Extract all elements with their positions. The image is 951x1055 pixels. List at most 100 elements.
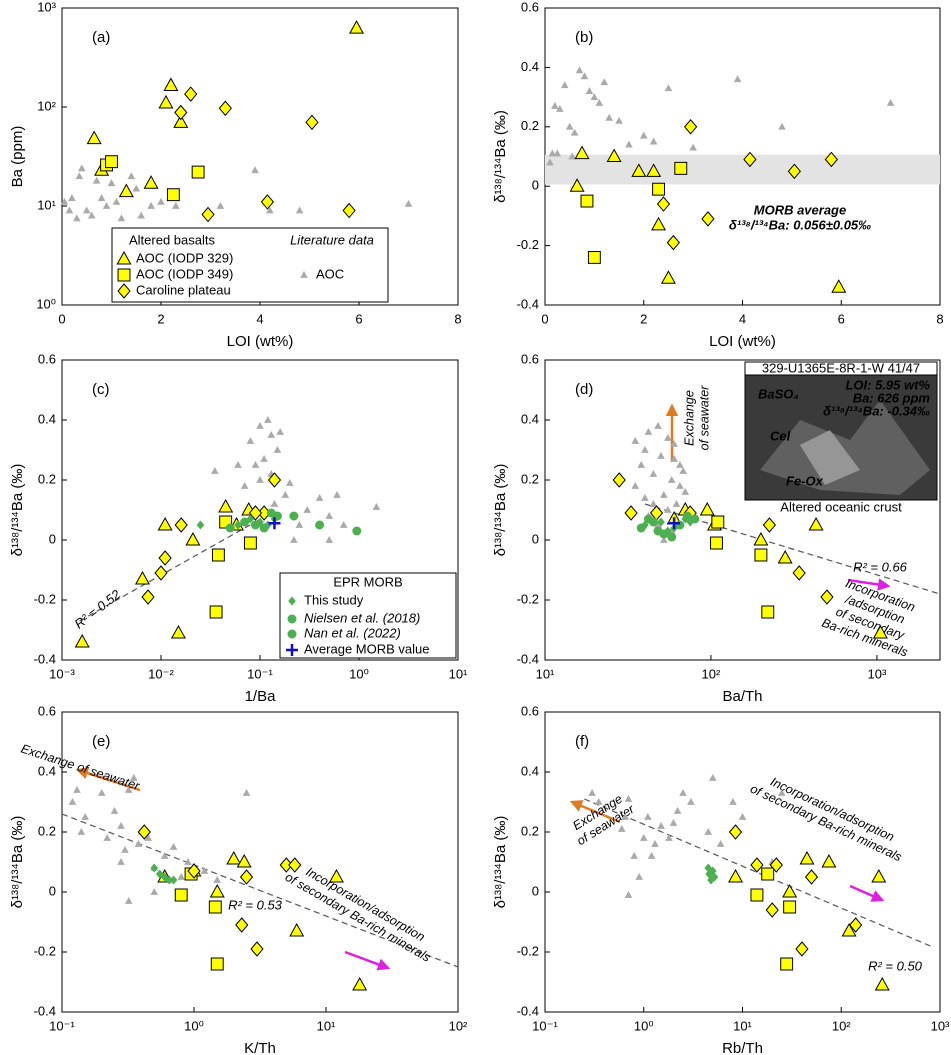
- data-point: [226, 850, 242, 865]
- data-point: [110, 807, 119, 814]
- data-point: [239, 869, 254, 885]
- legend-marker: [300, 271, 308, 278]
- data-point: [372, 503, 381, 510]
- data-point: [672, 500, 681, 507]
- data-point: [196, 520, 205, 530]
- data-point: [568, 152, 576, 160]
- data-point: [260, 194, 275, 210]
- data-point: [137, 211, 145, 219]
- panel-label: (e): [92, 733, 110, 750]
- data-point: [124, 786, 133, 793]
- panel-label: (c): [92, 381, 110, 398]
- data-point: [174, 888, 188, 902]
- inset-texture: [760, 400, 930, 495]
- trend-arrow: [849, 884, 885, 902]
- data-point: [676, 461, 684, 468]
- inset-texture: [800, 430, 860, 485]
- data-point: [646, 163, 662, 177]
- data-point: [68, 194, 76, 202]
- data-point: [75, 172, 84, 180]
- data-point: [565, 122, 574, 130]
- data-point: [668, 517, 681, 530]
- data-point: [630, 852, 638, 859]
- data-point: [886, 99, 895, 106]
- y-tick-label: 0.4: [38, 411, 56, 426]
- data-point: [624, 505, 638, 521]
- data-point: [208, 900, 222, 914]
- data-point: [553, 149, 562, 157]
- data-point: [82, 206, 91, 214]
- x-tick-label: 8: [936, 311, 943, 326]
- x-tick-label: 2: [640, 311, 647, 326]
- plot-frame: [61, 711, 459, 1013]
- data-point: [588, 789, 596, 796]
- data-point: [325, 512, 333, 519]
- x-axis-label: LOI (wt%): [227, 333, 294, 350]
- data-point: [778, 122, 786, 130]
- annotation: of secondary Ba-rich minerals: [748, 782, 904, 865]
- data-point: [127, 172, 136, 180]
- data-point: [631, 482, 640, 489]
- data-point: [585, 87, 594, 95]
- data-point: [753, 531, 769, 546]
- data-point: [240, 517, 250, 527]
- y-tick-label: -0.2: [34, 943, 56, 958]
- data-point: [631, 437, 640, 444]
- data-point: [352, 526, 362, 536]
- x-tick-label: 10⁻¹: [532, 1018, 558, 1033]
- data-point: [872, 624, 888, 639]
- fit-label: R² = 0.50: [868, 958, 923, 973]
- data-point: [121, 846, 129, 853]
- data-point: [281, 491, 290, 498]
- fit-line: [79, 512, 272, 622]
- x-tick-label: 6: [838, 311, 845, 326]
- data-point: [657, 452, 665, 459]
- data-point: [649, 470, 658, 477]
- data-point: [711, 515, 725, 529]
- data-point: [315, 494, 324, 501]
- data-point: [339, 521, 348, 528]
- data-point: [210, 957, 224, 971]
- data-point: [639, 131, 648, 139]
- data-point: [660, 491, 668, 498]
- data-point: [248, 505, 263, 521]
- data-point: [787, 163, 801, 180]
- data-point: [174, 104, 188, 121]
- data-point: [670, 440, 678, 447]
- data-point: [606, 148, 622, 163]
- y-tick-label: 0.6: [521, 0, 539, 14]
- data-point: [679, 467, 687, 474]
- data-point: [804, 869, 819, 885]
- data-point: [73, 786, 81, 793]
- data-point: [77, 828, 86, 835]
- data-point: [256, 422, 264, 429]
- data-point: [185, 531, 201, 546]
- data-point: [234, 461, 242, 468]
- data-point: [738, 813, 747, 820]
- y-axis-label: δ¹³⁸/¹³⁴Ba (‰): [492, 110, 509, 203]
- data-point: [86, 130, 102, 145]
- y-tick-label: 0: [49, 531, 56, 546]
- data-point: [289, 922, 305, 937]
- data-point: [570, 128, 579, 136]
- data-point: [141, 589, 155, 605]
- y-tick-label: 0.4: [521, 411, 539, 426]
- legend-box: [279, 572, 457, 659]
- x-tick-label: 10⁻¹: [247, 666, 273, 681]
- y-tick-label: 0: [532, 883, 539, 898]
- data-point: [641, 446, 649, 453]
- annotation: of secondary Ba-rich minerals: [283, 870, 433, 965]
- data-point: [551, 102, 559, 109]
- x-tick-label: 0: [58, 311, 65, 326]
- trend-arrow: [569, 800, 621, 824]
- legend-label: Nan et al. (2022): [304, 625, 401, 640]
- y-tick-label: -0.4: [517, 1003, 539, 1018]
- data-point: [158, 550, 172, 566]
- data-point: [117, 858, 125, 865]
- data-point: [647, 852, 656, 859]
- y-tick-label: 0.2: [521, 118, 539, 133]
- data-point: [594, 798, 603, 805]
- legend-marker: [287, 629, 297, 639]
- data-point: [652, 182, 666, 196]
- data-point: [636, 523, 646, 533]
